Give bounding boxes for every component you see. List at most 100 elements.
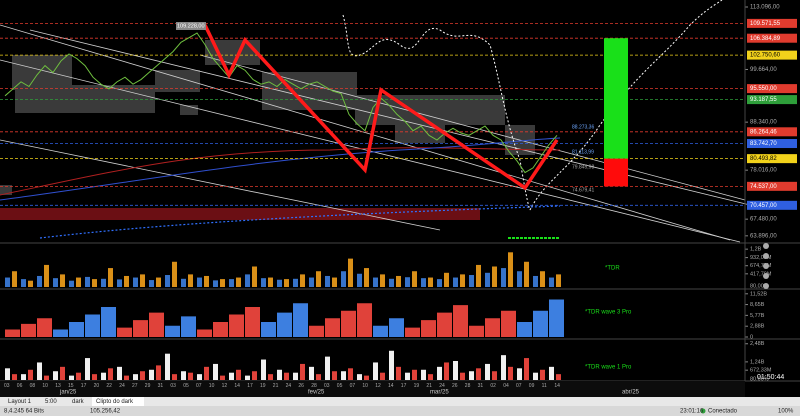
panel-bar — [85, 276, 90, 287]
panel-bar — [293, 303, 308, 337]
panel-tick-label: 2,88B — [750, 324, 765, 330]
panel-extra-label: 80,00% — [750, 376, 769, 382]
panel-bar — [268, 277, 273, 287]
panel-bar — [316, 374, 321, 380]
panel-bar — [405, 372, 410, 380]
panel-bar — [197, 329, 212, 337]
panel-tick-label: 672,33M — [750, 368, 772, 374]
panel-bar — [364, 268, 369, 287]
panel-bar — [476, 368, 481, 380]
day-label: 02 — [490, 383, 496, 389]
panel-bar — [405, 327, 420, 337]
panel-bar — [124, 375, 129, 380]
connection: Conectado — [708, 409, 738, 415]
panel-bar — [252, 371, 257, 380]
price-level-tag — [747, 127, 797, 137]
day-label: 07 — [350, 383, 356, 389]
annotation-box — [176, 22, 206, 30]
panel-bar — [437, 366, 442, 380]
panel-bar — [44, 375, 49, 380]
panel-bar — [428, 277, 433, 287]
price-label: 102.750,60 — [750, 53, 781, 59]
panel-bar — [412, 369, 417, 380]
day-label: 03 — [324, 383, 330, 389]
panel-bar — [165, 325, 180, 337]
panel-bar — [348, 258, 353, 287]
panel-tick-label: 8,65B — [750, 302, 765, 308]
countdown: 01:50:44 — [757, 374, 784, 381]
panel-bar — [380, 372, 385, 380]
day-label: 08 — [30, 383, 36, 389]
panel-bar — [53, 329, 68, 337]
panel-bar — [101, 307, 116, 337]
panel-bar — [444, 362, 449, 380]
price-line — [4, 32, 558, 174]
panel-bar — [405, 277, 410, 287]
annotation: 88.273,36 — [572, 124, 594, 130]
zoom[interactable]: 100% — [778, 409, 794, 415]
day-label: 10 — [209, 383, 215, 389]
day-label: 26 — [452, 383, 458, 389]
day-label: 07 — [516, 383, 522, 389]
day-label: 09 — [529, 383, 535, 389]
panel-bar — [69, 280, 74, 287]
day-label: 22 — [106, 383, 112, 389]
panel-bar — [396, 366, 401, 380]
panel-bar — [53, 278, 58, 287]
price-level-tag — [747, 84, 797, 94]
panel-bar — [309, 277, 314, 287]
day-label: 05 — [337, 383, 343, 389]
tab[interactable]: 5:00 — [45, 399, 57, 405]
panel-bar — [172, 374, 177, 380]
panel-bar — [316, 271, 321, 287]
day-label: 14 — [554, 383, 560, 389]
panel-bar — [101, 278, 106, 287]
zigzag — [203, 24, 559, 191]
panel-bar — [549, 277, 554, 287]
panel-bar — [501, 355, 506, 380]
price-label: 63.896,00 — [750, 233, 777, 239]
panel-bar — [453, 277, 458, 287]
panel-bar — [325, 275, 330, 287]
panel-bar — [60, 274, 65, 287]
panel-bar — [277, 279, 282, 287]
day-label: 31 — [158, 383, 164, 389]
panel-bar — [76, 277, 81, 287]
tab[interactable]: dark — [72, 399, 85, 405]
panel-bar — [204, 366, 209, 380]
footer-bar — [0, 406, 800, 416]
day-label: 19 — [414, 383, 420, 389]
panel-bar — [76, 372, 81, 380]
panel-bar — [341, 371, 346, 380]
panel-bar — [28, 369, 33, 380]
panel-bar — [117, 327, 132, 337]
day-label: 21 — [273, 383, 279, 389]
panel-bar — [460, 372, 465, 380]
panel-bar — [325, 318, 340, 337]
panel-bar — [508, 252, 513, 287]
day-label: 06 — [17, 383, 23, 389]
panel-bar — [261, 359, 266, 380]
plot: 113.096,00 109.571,55 106.384,89 102.750,60… — [0, 5, 797, 382]
panel-bar — [156, 277, 161, 287]
panel-tick-label: 0 — [750, 334, 753, 340]
panel-tick-label: 1,2B — [750, 247, 762, 253]
active-tab[interactable] — [92, 397, 144, 406]
price-level-tag — [747, 95, 797, 105]
tab-bar — [0, 397, 800, 406]
month-label: mar/25 — [430, 390, 449, 396]
panel-bar — [92, 279, 97, 287]
panel-bar — [5, 277, 10, 287]
tab[interactable]: Layout 1 — [8, 399, 32, 405]
price-level-tag — [747, 50, 797, 60]
toolbar[interactable] — [763, 243, 769, 289]
panel-bar — [140, 274, 145, 287]
panel-bar — [373, 277, 378, 287]
panel-bar — [517, 322, 532, 337]
panel-bar — [453, 361, 458, 380]
panel-bar — [236, 369, 241, 380]
panel-bar — [309, 366, 314, 380]
tab[interactable]: Clipto do dark — [96, 399, 134, 405]
price-level-tag — [747, 200, 797, 210]
panel-bar — [28, 280, 33, 287]
